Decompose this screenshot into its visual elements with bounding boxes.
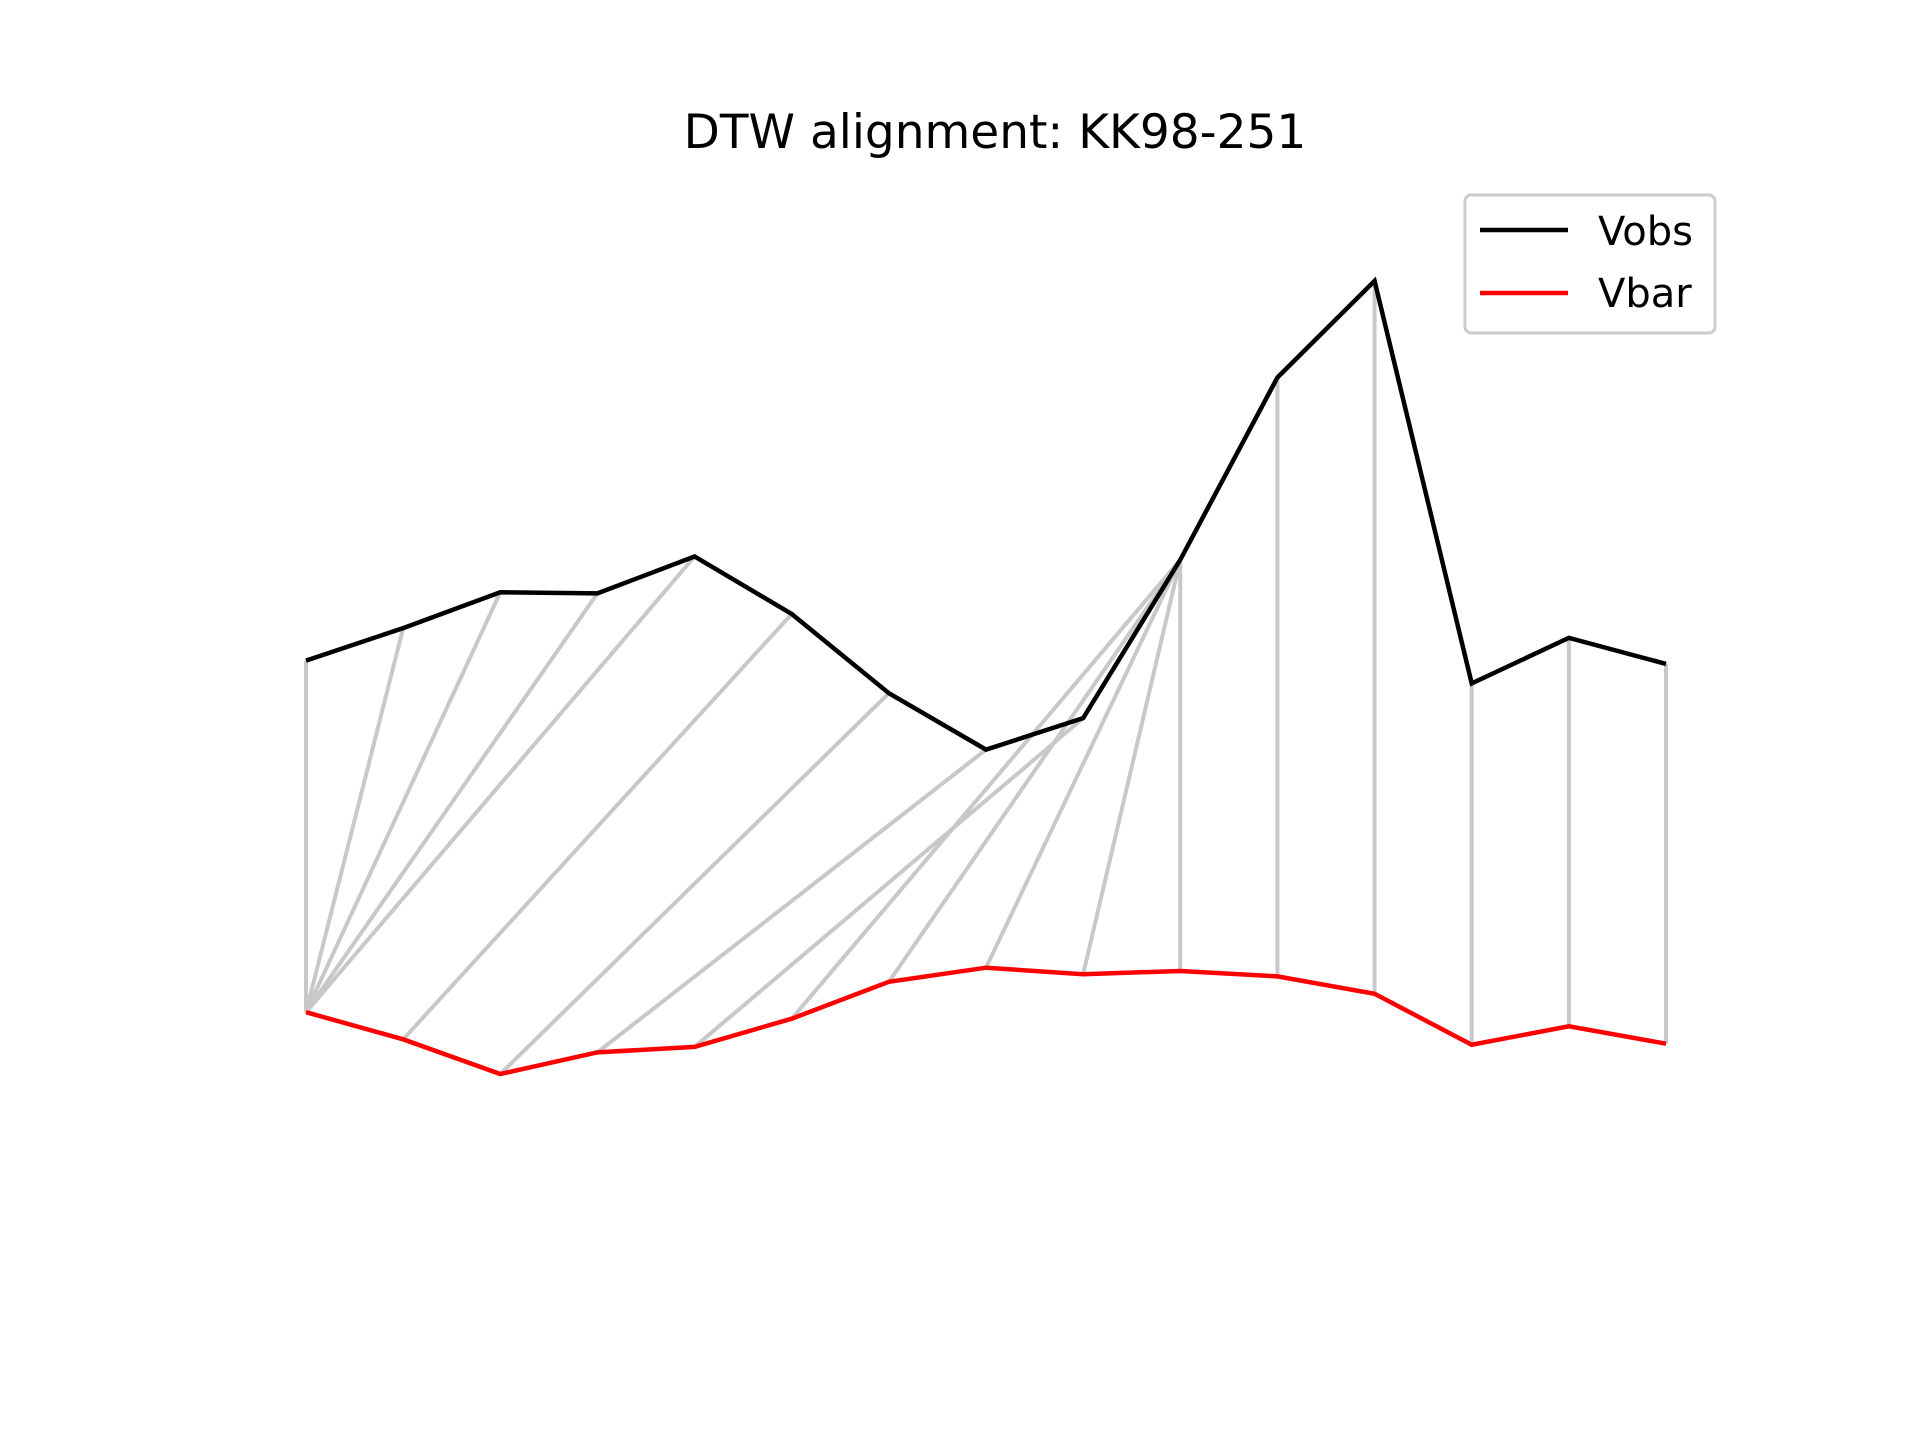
legend-label-vobs: Vobs	[1598, 209, 1693, 255]
alignment-line-2	[304, 591, 503, 1014]
alignment-line-4	[304, 555, 697, 1014]
series-line-vbar	[305, 965, 1667, 1077]
alignment-line-3	[304, 592, 600, 1014]
alignment-line-6	[498, 691, 891, 1076]
legend-label-vbar: Vbar	[1598, 271, 1692, 317]
alignment-line-9	[790, 558, 1182, 1020]
alignment-lines	[304, 280, 1668, 1076]
series-line-vobs	[305, 276, 1667, 753]
plot-area	[304, 276, 1668, 1077]
series-lines	[305, 276, 1667, 1077]
alignment-line-11	[984, 558, 1183, 969]
legend: Vobs Vbar	[1463, 193, 1717, 335]
alignment-line-10	[887, 558, 1182, 983]
alignment-line-7	[596, 748, 988, 1054]
alignment-line-12	[1081, 559, 1183, 975]
alignment-line-5	[401, 612, 794, 1041]
alignment-line-1	[304, 627, 406, 1013]
alignment-line-8	[693, 716, 1085, 1049]
chart-title: DTW alignment: KK98-251	[684, 105, 1307, 160]
